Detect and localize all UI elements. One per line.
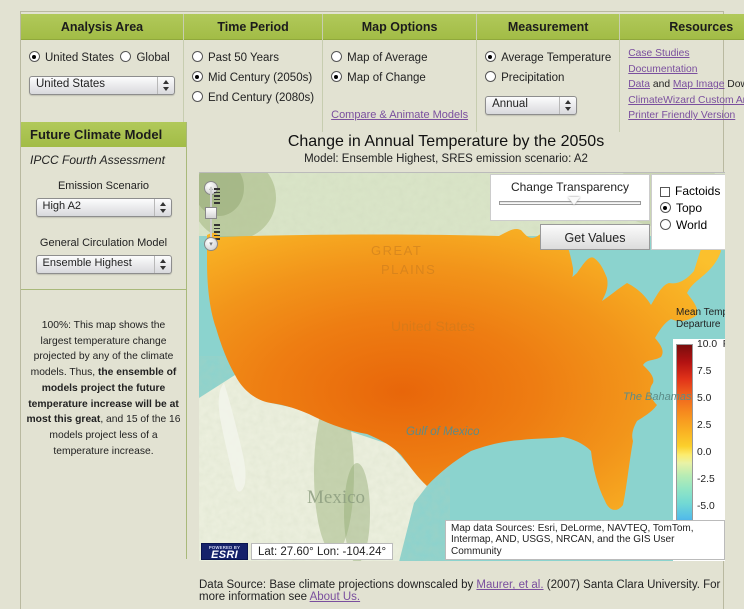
svg-text:GREAT: GREAT	[371, 243, 422, 258]
svg-text:PLAINS: PLAINS	[381, 262, 436, 277]
svg-text:Mexico: Mexico	[307, 487, 365, 508]
svg-text:United States: United States	[391, 318, 475, 334]
